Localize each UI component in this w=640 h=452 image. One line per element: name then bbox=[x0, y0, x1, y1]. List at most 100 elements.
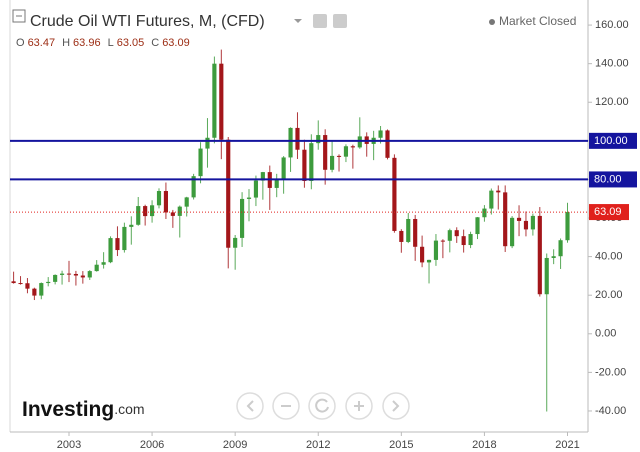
candle-body bbox=[163, 191, 169, 213]
candle-body bbox=[25, 283, 30, 289]
logo: Investing.com bbox=[22, 398, 145, 421]
candle-body bbox=[378, 130, 383, 138]
candle-body bbox=[39, 283, 44, 296]
candle-body bbox=[316, 135, 321, 144]
hline-label: 100.00 bbox=[594, 135, 628, 147]
candle-body bbox=[489, 190, 494, 209]
hline-label-box bbox=[589, 171, 637, 188]
candle-body bbox=[523, 220, 529, 230]
candle-body bbox=[129, 224, 134, 227]
candle-body bbox=[385, 130, 390, 158]
candle-body bbox=[399, 230, 404, 242]
chart-title: Crude Oil WTI Futures, M, (CFD) bbox=[30, 13, 265, 30]
candle-body bbox=[544, 257, 549, 295]
candle-body bbox=[496, 190, 501, 193]
reset-button[interactable] bbox=[308, 392, 336, 420]
candle-body bbox=[406, 218, 411, 242]
candle-body bbox=[80, 275, 85, 278]
logo-suffix: .com bbox=[114, 401, 144, 417]
candle-body bbox=[302, 149, 307, 181]
candle-body bbox=[143, 206, 148, 217]
hline-label-box bbox=[589, 132, 637, 149]
ohlc-label: H bbox=[62, 37, 70, 49]
y-tick-label: 160.00 bbox=[595, 19, 629, 31]
hline-label: 80.00 bbox=[594, 173, 622, 185]
title-dropdown[interactable] bbox=[294, 19, 302, 23]
candle-body bbox=[260, 172, 265, 181]
candle-body bbox=[122, 226, 127, 251]
settings-button[interactable] bbox=[333, 14, 347, 28]
candle-body bbox=[149, 205, 155, 217]
y-tick-label: -40.00 bbox=[595, 405, 626, 417]
ohlc-header: O 63.47 H 63.96 L 63.05 C 63.09 bbox=[16, 37, 190, 49]
x-tick-label: 2021 bbox=[555, 439, 579, 451]
candle-body bbox=[233, 237, 238, 248]
arrow-left-icon bbox=[246, 400, 254, 412]
x-tick-label: 2006 bbox=[140, 439, 164, 451]
candle-body bbox=[212, 63, 217, 138]
ohlc-label: L bbox=[108, 37, 114, 49]
candle-body bbox=[219, 63, 224, 140]
candle-body bbox=[468, 234, 473, 246]
settings-button[interactable] bbox=[313, 14, 327, 28]
market-status: Market Closed bbox=[499, 14, 576, 28]
candle-body bbox=[73, 273, 78, 276]
candle-body bbox=[226, 139, 231, 248]
candle-body bbox=[475, 217, 480, 235]
x-tick-label: 2018 bbox=[472, 439, 496, 451]
x-tick-label: 2015 bbox=[389, 439, 413, 451]
candle-body bbox=[565, 212, 570, 241]
y-tick-label: 140.00 bbox=[595, 58, 629, 70]
y-tick-label: 0.00 bbox=[595, 328, 616, 340]
ohlc-label: O bbox=[16, 37, 25, 49]
plus-icon bbox=[354, 401, 364, 411]
candle-body bbox=[87, 271, 92, 278]
overlay: Crude Oil WTI Futures, M, (CFD) Market C… bbox=[12, 9, 576, 421]
candle-body bbox=[281, 157, 286, 180]
scroll-right-button[interactable] bbox=[382, 392, 410, 420]
candle-body bbox=[32, 288, 37, 296]
y-tick-label: 120.00 bbox=[595, 96, 629, 108]
candle-body bbox=[246, 197, 252, 199]
candle-body bbox=[184, 197, 189, 207]
scroll-left-button[interactable] bbox=[236, 392, 264, 420]
candle-body bbox=[516, 217, 522, 221]
candle-body bbox=[108, 238, 113, 263]
candle-body bbox=[177, 206, 182, 216]
candle-body bbox=[551, 256, 556, 258]
ohlc-label: C bbox=[151, 37, 159, 49]
candle-body bbox=[53, 274, 58, 282]
candle-body bbox=[101, 262, 106, 265]
last-price-box bbox=[589, 204, 629, 221]
candle-body bbox=[440, 240, 445, 242]
status-dot bbox=[489, 19, 495, 25]
candle-body bbox=[288, 127, 293, 158]
candle-body bbox=[59, 273, 65, 275]
plot: 160.00140.00120.00100.0080.0060.0040.002… bbox=[10, 19, 637, 451]
ohlc-value: 63.09 bbox=[162, 37, 190, 49]
y-tick-label: 20.00 bbox=[595, 289, 623, 301]
x-tick-label: 2003 bbox=[57, 439, 81, 451]
candle-body bbox=[46, 281, 51, 284]
candle-body bbox=[94, 264, 99, 272]
candle-body bbox=[413, 218, 418, 247]
y-tick-label: 40.00 bbox=[595, 251, 623, 263]
candle-body bbox=[170, 212, 175, 216]
candle-body bbox=[323, 135, 328, 170]
candle-body bbox=[343, 146, 349, 157]
ohlc-value: 63.05 bbox=[117, 37, 145, 49]
ohlc-value: 63.96 bbox=[73, 37, 101, 49]
candle-body bbox=[357, 136, 362, 148]
candle-body bbox=[330, 155, 335, 170]
candle-body bbox=[115, 238, 120, 251]
candle-body bbox=[350, 146, 355, 148]
candle-body bbox=[295, 127, 300, 150]
last-price-label: 63.09 bbox=[594, 206, 622, 218]
candle-body bbox=[433, 240, 439, 260]
arrow-right-icon bbox=[392, 400, 400, 412]
candle-body bbox=[191, 176, 196, 198]
ohlc-value: 63.47 bbox=[28, 37, 56, 49]
candle-body bbox=[11, 281, 16, 284]
